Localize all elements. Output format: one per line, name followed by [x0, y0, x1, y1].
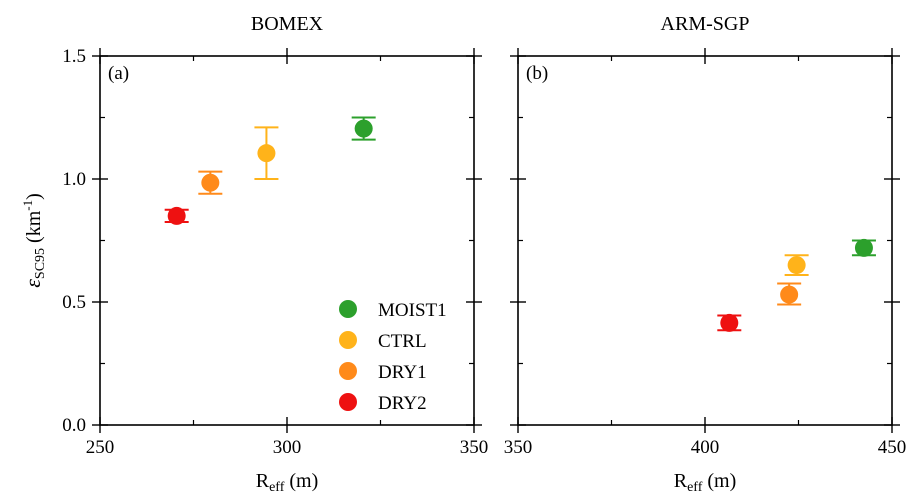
y-axis-label-subscript: SC95 — [33, 248, 48, 279]
panel-label: (b) — [526, 63, 548, 84]
y-axis-label-unit: (km — [23, 210, 45, 248]
data-point — [854, 238, 873, 257]
legend: MOIST1 CTRL DRY1 DRY2 — [339, 300, 447, 414]
y-axis-label: εSC95 (km-1) — [20, 193, 48, 288]
x-tick-label: 350 — [504, 437, 533, 458]
x-axis-label: Reff (m) — [256, 470, 319, 495]
series-dry1 — [777, 282, 802, 306]
series-dry1 — [198, 170, 223, 195]
legend-marker — [339, 331, 357, 349]
series-moist1 — [851, 238, 876, 257]
panel-label: (a) — [108, 63, 129, 84]
x-axis-label-subscript: eff — [687, 480, 703, 495]
panel-bomex: 250 300 350 0.0 0.5 1.0 1.5 BOMEX (a) Reff (m) εSC… — [20, 13, 488, 495]
x-axis-label: Reff (m) — [674, 470, 737, 495]
x-tick-label: 450 — [878, 437, 907, 458]
x-axis-label-main: R — [674, 470, 688, 492]
series-ctrl — [254, 126, 279, 180]
legend-label: MOIST1 — [378, 300, 447, 321]
x-tick-label: 400 — [691, 437, 720, 458]
y-axis-label-superscript: -1 — [20, 200, 35, 211]
x-axis-label-main: R — [256, 470, 270, 492]
x-axis-label-unit: (m) — [702, 470, 736, 492]
y-axis-label-main: ε — [20, 279, 45, 288]
series-dry2 — [717, 313, 742, 332]
x-axis-label-unit: (m) — [284, 470, 318, 492]
data-point — [257, 144, 276, 163]
x-axis-label-subscript: eff — [269, 480, 285, 495]
data-point — [201, 173, 220, 192]
y-tick-label: 1.5 — [62, 46, 86, 67]
data-point — [720, 313, 739, 332]
x-tick-label: 250 — [86, 437, 115, 458]
series-dry2 — [164, 206, 189, 225]
x-tick-label: 300 — [273, 437, 302, 458]
legend-label: DRY1 — [378, 362, 427, 383]
y-tick-label: 0.0 — [62, 415, 86, 436]
y-tick-label: 0.5 — [62, 292, 86, 313]
chart-title: BOMEX — [251, 13, 324, 35]
data-point — [354, 119, 373, 138]
y-axis-label-unit-close: ) — [23, 193, 45, 200]
series-moist1 — [351, 116, 376, 141]
data-point — [780, 285, 799, 304]
data-point — [787, 256, 806, 275]
x-tick-label: 350 — [460, 437, 489, 458]
data-point — [167, 206, 186, 225]
panel-arm-sgp: 350 400 450 ARM-SGP (b) Reff (m) — [504, 13, 907, 495]
chart-title: ARM-SGP — [661, 13, 750, 35]
legend-marker — [339, 393, 357, 411]
series-ctrl — [784, 254, 809, 276]
plot-frame — [517, 55, 893, 426]
legend-marker — [339, 300, 357, 318]
legend-label: DRY2 — [378, 393, 427, 414]
legend-label: CTRL — [378, 331, 427, 352]
y-tick-label: 1.0 — [62, 169, 86, 190]
legend-marker — [339, 362, 357, 380]
